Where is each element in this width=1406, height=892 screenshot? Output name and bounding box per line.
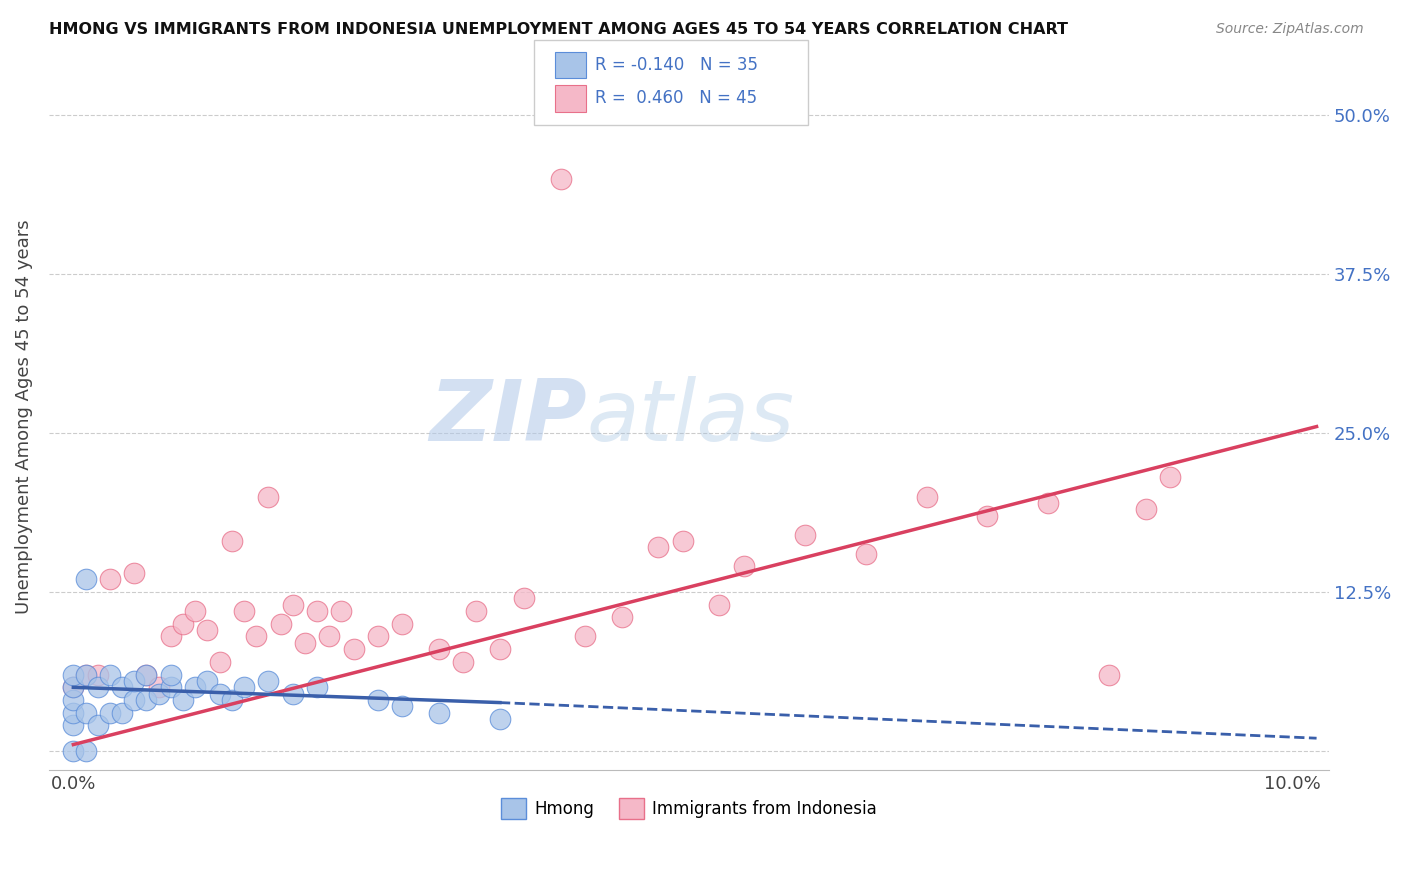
Point	[135, 667, 157, 681]
Point	[464, 604, 486, 618]
Point	[793, 527, 815, 541]
Point	[709, 598, 731, 612]
Point	[98, 667, 121, 681]
Point	[75, 706, 97, 720]
Point	[307, 604, 329, 618]
Point	[62, 693, 84, 707]
Point	[148, 687, 170, 701]
Point	[62, 718, 84, 732]
Point	[75, 667, 97, 681]
Point	[75, 667, 97, 681]
Legend: Hmong, Immigrants from Indonesia: Hmong, Immigrants from Indonesia	[494, 791, 884, 825]
Text: Source: ZipAtlas.com: Source: ZipAtlas.com	[1216, 22, 1364, 37]
Point	[976, 508, 998, 523]
Point	[62, 667, 84, 681]
Point	[124, 693, 146, 707]
Point	[610, 610, 633, 624]
Point	[233, 604, 256, 618]
Text: atlas: atlas	[586, 376, 794, 458]
Point	[915, 490, 938, 504]
Point	[391, 699, 413, 714]
Text: HMONG VS IMMIGRANTS FROM INDONESIA UNEMPLOYMENT AMONG AGES 45 TO 54 YEARS CORREL: HMONG VS IMMIGRANTS FROM INDONESIA UNEMP…	[49, 22, 1069, 37]
Point	[75, 744, 97, 758]
Point	[208, 655, 231, 669]
Point	[172, 616, 194, 631]
Point	[672, 534, 695, 549]
Point	[647, 541, 669, 555]
Point	[124, 566, 146, 580]
Point	[62, 744, 84, 758]
Point	[245, 629, 267, 643]
Point	[257, 673, 280, 688]
Point	[427, 642, 450, 657]
Point	[281, 598, 304, 612]
Point	[1135, 502, 1157, 516]
Point	[513, 591, 536, 606]
Point	[62, 681, 84, 695]
Point	[197, 623, 219, 637]
Point	[489, 712, 512, 726]
Point	[124, 673, 146, 688]
Point	[87, 667, 110, 681]
Point	[135, 667, 157, 681]
Point	[98, 572, 121, 586]
Point	[98, 706, 121, 720]
Text: ZIP: ZIP	[429, 376, 586, 458]
Point	[427, 706, 450, 720]
Point	[197, 673, 219, 688]
Point	[1098, 667, 1121, 681]
Point	[160, 681, 183, 695]
Point	[257, 490, 280, 504]
Point	[307, 681, 329, 695]
Point	[160, 629, 183, 643]
Point	[184, 681, 207, 695]
Point	[87, 681, 110, 695]
Point	[111, 706, 134, 720]
Point	[221, 693, 243, 707]
Point	[184, 604, 207, 618]
Point	[221, 534, 243, 549]
Point	[318, 629, 340, 643]
Point	[270, 616, 292, 631]
Point	[343, 642, 366, 657]
Point	[111, 681, 134, 695]
Point	[62, 681, 84, 695]
Point	[208, 687, 231, 701]
Point	[489, 642, 512, 657]
Point	[391, 616, 413, 631]
Point	[148, 681, 170, 695]
Point	[87, 718, 110, 732]
Point	[367, 629, 389, 643]
Point	[62, 706, 84, 720]
Point	[172, 693, 194, 707]
Point	[453, 655, 475, 669]
Point	[574, 629, 596, 643]
Point	[330, 604, 353, 618]
Point	[733, 559, 755, 574]
Point	[1038, 496, 1060, 510]
Point	[294, 636, 316, 650]
Point	[855, 547, 877, 561]
Point	[367, 693, 389, 707]
Point	[1159, 470, 1181, 484]
Point	[160, 667, 183, 681]
Text: R = -0.140   N = 35: R = -0.140 N = 35	[595, 56, 758, 74]
Point	[233, 681, 256, 695]
Point	[281, 687, 304, 701]
Point	[75, 572, 97, 586]
Y-axis label: Unemployment Among Ages 45 to 54 years: Unemployment Among Ages 45 to 54 years	[15, 219, 32, 615]
Text: R =  0.460   N = 45: R = 0.460 N = 45	[595, 89, 756, 107]
Point	[135, 693, 157, 707]
Point	[550, 171, 572, 186]
